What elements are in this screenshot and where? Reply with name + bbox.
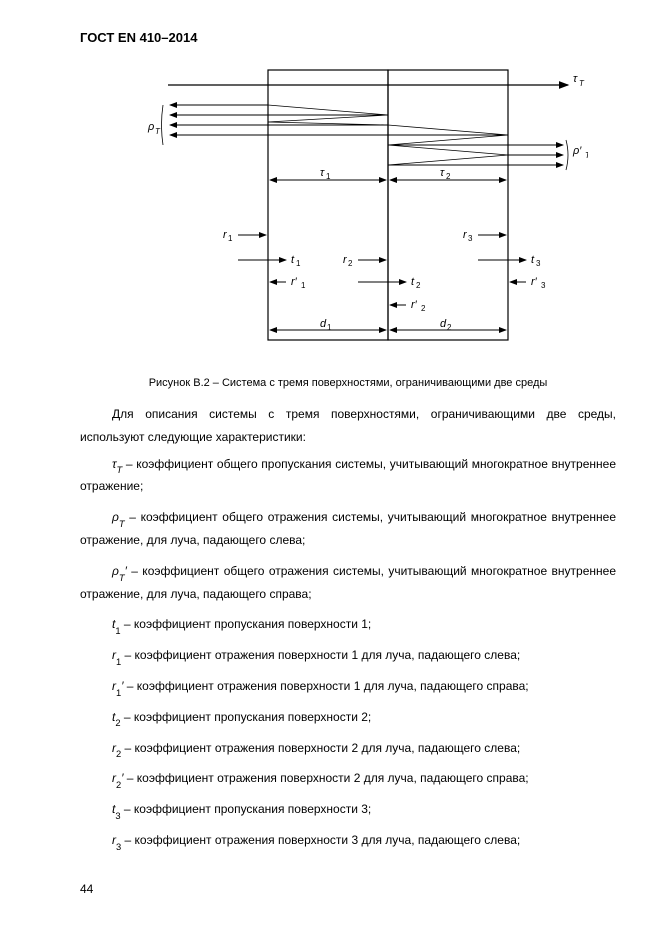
svg-text:T: T [155,127,161,136]
svg-text:τ: τ [440,167,445,179]
def-tau-T: τT – коэффициент общего пропускания сист… [80,453,616,499]
figure-caption: Рисунок В.2 – Система с тремя поверхност… [80,377,616,389]
svg-text:r′: r′ [411,299,418,311]
svg-text:3: 3 [541,281,546,290]
def-r2-prime: r2′ – коэффициент отражения поверхности … [80,767,616,790]
svg-text:t: t [411,276,415,288]
def-r3: r3 – коэффициент отражения поверхности 3… [80,829,616,852]
svg-text:2: 2 [416,281,421,290]
svg-text:1: 1 [228,234,233,243]
svg-text:t: t [291,254,295,266]
svg-text:T: T [579,79,585,88]
svg-text:2: 2 [421,304,426,313]
svg-text:t: t [531,254,535,266]
def-t2: t2 – коэффициент пропускания поверхности… [80,706,616,729]
svg-text:ρ: ρ [147,121,154,133]
svg-text:d: d [320,318,327,330]
svg-text:τ: τ [573,73,578,85]
svg-text:1: 1 [327,323,332,332]
svg-text:2: 2 [447,323,452,332]
def-rho-T: ρT – коэффициент общего отражения систем… [80,506,616,552]
svg-text:ρ′: ρ′ [572,145,582,157]
svg-text:3: 3 [536,259,541,268]
intro-paragraph: Для описания системы с тремя поверхностя… [80,403,616,449]
svg-text:3: 3 [468,234,473,243]
svg-text:d: d [440,318,447,330]
def-rho-T-prime: ρT′ – коэффициент общего отражения систе… [80,560,616,606]
svg-text:1: 1 [326,172,331,181]
def-r1: r1 – коэффициент отражения поверхности 1… [80,644,616,667]
page-number: 44 [80,882,616,896]
svg-text:2: 2 [446,172,451,181]
def-t1: t1 – коэффициент пропускания поверхности… [80,613,616,636]
doc-header: ГОСТ EN 410–2014 [80,30,616,45]
svg-text:2: 2 [348,259,353,268]
def-t3: t3 – коэффициент пропускания поверхности… [80,798,616,821]
svg-text:T: T [585,151,588,160]
svg-text:r′: r′ [291,276,298,288]
def-r2: r2 – коэффициент отражения поверхности 2… [80,737,616,760]
svg-text:1: 1 [296,259,301,268]
figure-svg: τ T ρ T ρ′ T [108,60,588,360]
figure-b2: τ T ρ T ρ′ T [80,60,616,365]
def-r1-prime: r1′ – коэффициент отражения поверхности … [80,675,616,698]
svg-text:τ: τ [320,167,325,179]
svg-text:r′: r′ [531,276,538,288]
svg-text:1: 1 [301,281,306,290]
